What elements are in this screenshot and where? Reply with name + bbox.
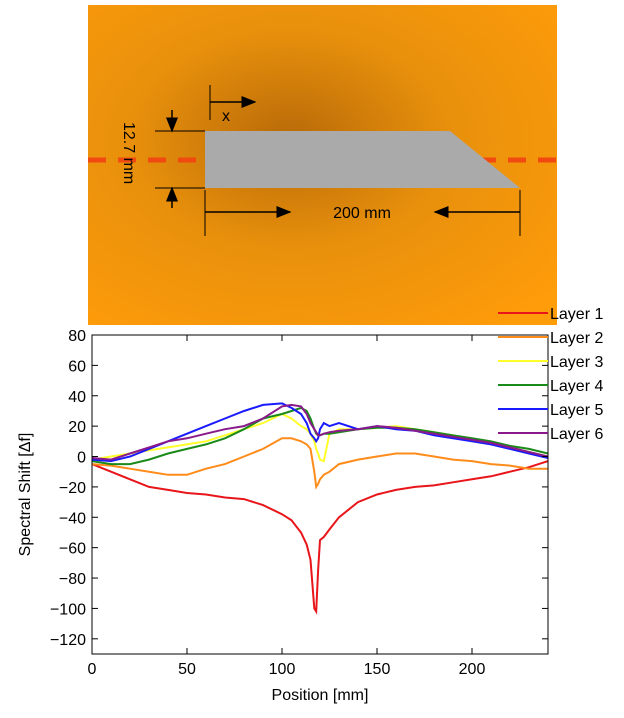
length-label: 200 mm (333, 205, 391, 222)
series-line (92, 412, 548, 463)
legend-label: Layer 3 (550, 354, 603, 371)
y-tick-label: −40 (59, 510, 86, 527)
y-axis-label: Spectral Shift [Δf] (17, 433, 34, 557)
y-tick-label: 80 (68, 328, 86, 345)
plot-frame (91, 334, 549, 655)
y-tick-label: 60 (68, 358, 86, 375)
x-tick-label: 50 (178, 661, 196, 678)
series-line (92, 437, 548, 490)
legend-label: Layer 6 (550, 426, 603, 443)
x-tick-label: 150 (364, 661, 391, 678)
y-tick-label: −120 (50, 632, 86, 649)
x-tick-label: 100 (269, 661, 296, 678)
y-tick-label: −60 (59, 541, 86, 558)
y-tick-label: −100 (50, 601, 86, 618)
series-line (92, 460, 548, 615)
chart: −120 −100 −80 −60 −40 −20 0 20 40 60 80 0 50 100 150 20… (17, 306, 603, 704)
specimen (205, 131, 520, 188)
thickness-label: 12.7 mm (120, 122, 137, 184)
y-tick-label: 20 (68, 419, 86, 436)
x-axis-label: Position [mm] (272, 687, 369, 704)
y-tick-label: −20 (59, 480, 86, 497)
legend-label: Layer 1 (550, 306, 603, 323)
legend-label: Layer 2 (550, 330, 603, 347)
y-tick-label: −80 (59, 571, 86, 588)
diagram: x 12.7 mm 200 mm (88, 5, 557, 325)
x-label: x (222, 108, 230, 125)
legend-label: Layer 4 (550, 378, 603, 395)
series-line (92, 402, 548, 463)
x-tick-label: 0 (88, 661, 97, 678)
y-tick-label: 40 (68, 389, 86, 406)
x-tick-label: 200 (459, 661, 486, 678)
series-line (92, 403, 548, 461)
legend-label: Layer 5 (550, 402, 603, 419)
y-tick-label: 0 (77, 450, 86, 467)
